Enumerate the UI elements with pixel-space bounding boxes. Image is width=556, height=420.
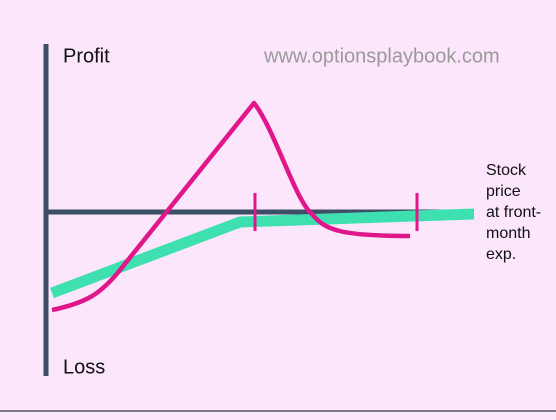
x-axis-label-line: at front- bbox=[486, 204, 541, 221]
loss-label: Loss bbox=[63, 356, 105, 378]
profit-label: Profit bbox=[63, 45, 110, 67]
x-axis-label-line: price bbox=[486, 183, 521, 200]
x-axis-label: Stock price at front-month exp. bbox=[486, 162, 541, 263]
calendar-spread-payoff bbox=[51, 100, 411, 313]
long-option-payoff bbox=[50, 208, 475, 299]
x-axis-label-line: Stock bbox=[486, 162, 527, 179]
x-axis-label-line: month bbox=[486, 225, 530, 242]
watermark: www.optionsplaybook.com bbox=[263, 45, 500, 67]
x-axis-label-line: exp. bbox=[486, 246, 516, 263]
